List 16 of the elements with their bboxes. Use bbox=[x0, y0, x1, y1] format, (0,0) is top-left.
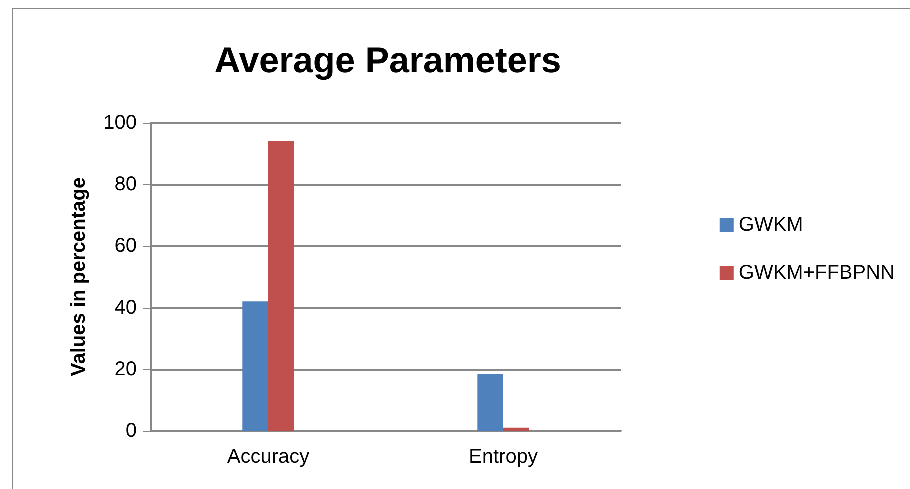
bar bbox=[242, 302, 268, 431]
y-tick-label: 60 bbox=[114, 235, 137, 258]
legend-label: GWKM bbox=[738, 214, 804, 236]
bar bbox=[478, 374, 504, 431]
y-tick-label: 20 bbox=[114, 358, 137, 380]
y-tick-label: 0 bbox=[126, 420, 137, 442]
chart-title: Average Parameters bbox=[214, 40, 562, 80]
y-tick-label: 40 bbox=[114, 296, 137, 319]
x-tick-label: Accuracy bbox=[227, 446, 310, 468]
y-tick-label: 80 bbox=[114, 174, 137, 196]
y-axis-title: Values in percentage bbox=[68, 178, 90, 376]
bar bbox=[268, 141, 294, 431]
bar bbox=[504, 428, 530, 431]
x-tick-label: Entropy bbox=[469, 446, 538, 468]
legend-label: GWKM+FFBPNN bbox=[738, 262, 896, 284]
y-tick-label: 100 bbox=[104, 112, 137, 134]
